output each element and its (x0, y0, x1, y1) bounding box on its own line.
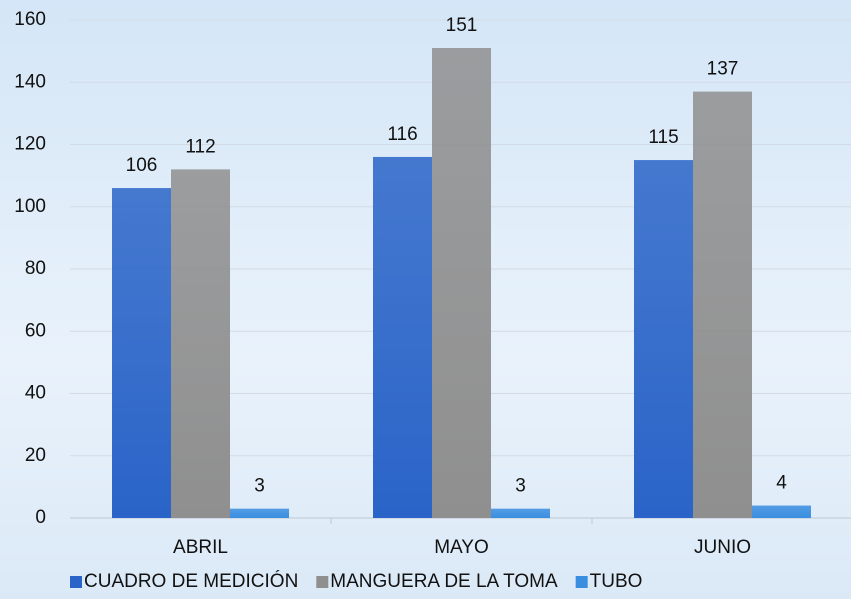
bar (112, 188, 171, 518)
bar (373, 156, 432, 518)
legend-label: TUBO (590, 571, 643, 592)
data-label: 137 (707, 59, 739, 80)
y-tick-label: 100 (14, 196, 46, 217)
x-tick-label: ABRIL (173, 537, 228, 558)
y-tick-label: 160 (14, 9, 46, 30)
y-tick-label: 20 (25, 445, 46, 466)
bar (634, 160, 693, 518)
legend-swatch (316, 576, 329, 588)
y-tick-label: 0 (35, 507, 46, 528)
data-label: 116 (387, 124, 417, 145)
legend-swatch (575, 576, 588, 588)
legend-label: CUADRO DE MEDICIÓN (84, 570, 298, 592)
bar (171, 169, 230, 518)
data-label: 3 (515, 476, 526, 497)
data-label: 3 (254, 476, 265, 497)
legend-swatch (70, 576, 82, 588)
data-label: 112 (185, 136, 215, 157)
data-label: 151 (446, 15, 478, 36)
bar (693, 91, 752, 519)
y-tick-label: 80 (25, 258, 46, 279)
y-tick-label: 40 (25, 383, 46, 404)
y-tick-label: 140 (14, 71, 46, 92)
data-label: 115 (648, 127, 678, 148)
bar (230, 508, 289, 518)
data-label: 4 (776, 473, 787, 494)
bar (752, 505, 811, 518)
y-tick-label: 120 (14, 134, 46, 155)
legend-label: MANGUERA DE LA TOMA (330, 571, 558, 592)
y-tick-label: 60 (25, 320, 46, 341)
data-label: 106 (126, 155, 158, 176)
x-tick-label: JUNIO (694, 537, 751, 558)
bar (432, 48, 491, 518)
x-tick-label: MAYO (434, 537, 489, 558)
bar (491, 508, 550, 518)
